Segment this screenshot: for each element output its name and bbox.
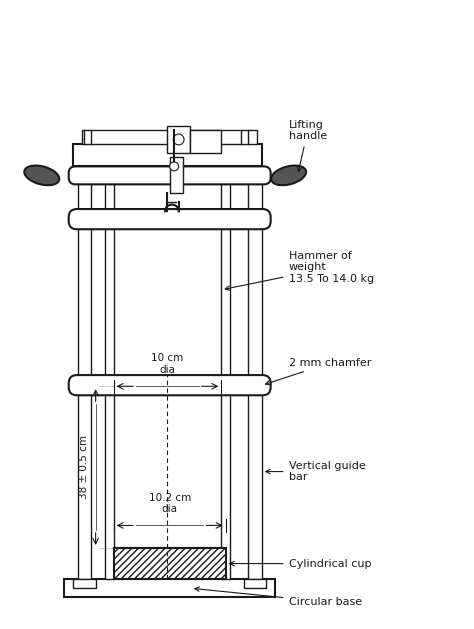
- Text: Cylindrical cup: Cylindrical cup: [230, 559, 371, 569]
- FancyBboxPatch shape: [69, 209, 271, 229]
- Text: 38 ± 0.5 cm: 38 ± 0.5 cm: [79, 435, 89, 499]
- Bar: [78, 167, 91, 579]
- Bar: [114, 548, 226, 579]
- Bar: [248, 167, 262, 579]
- Bar: [190, 130, 221, 153]
- Text: Vertical guide
bar: Vertical guide bar: [266, 461, 365, 482]
- Circle shape: [173, 134, 184, 145]
- Ellipse shape: [271, 165, 306, 185]
- Text: Hammer of
weight
13.5 To 14.0 kg: Hammer of weight 13.5 To 14.0 kg: [225, 251, 374, 291]
- Bar: [244, 579, 266, 588]
- Bar: [73, 579, 96, 588]
- Circle shape: [170, 162, 179, 171]
- Bar: [64, 579, 275, 597]
- FancyBboxPatch shape: [69, 375, 271, 395]
- Bar: [105, 167, 114, 579]
- Text: 10 cm
dia: 10 cm dia: [151, 353, 183, 375]
- Text: Circular base: Circular base: [195, 587, 362, 607]
- Text: Lifting
handle: Lifting handle: [289, 120, 327, 172]
- Ellipse shape: [24, 165, 59, 185]
- Bar: [167, 126, 190, 153]
- Bar: [221, 167, 230, 579]
- Bar: [170, 157, 183, 193]
- Text: 10.2 cm
dia: 10.2 cm dia: [148, 493, 191, 515]
- Bar: [73, 144, 262, 167]
- Text: 2 mm chamfer: 2 mm chamfer: [265, 358, 371, 385]
- Bar: [82, 130, 257, 144]
- FancyBboxPatch shape: [69, 167, 271, 184]
